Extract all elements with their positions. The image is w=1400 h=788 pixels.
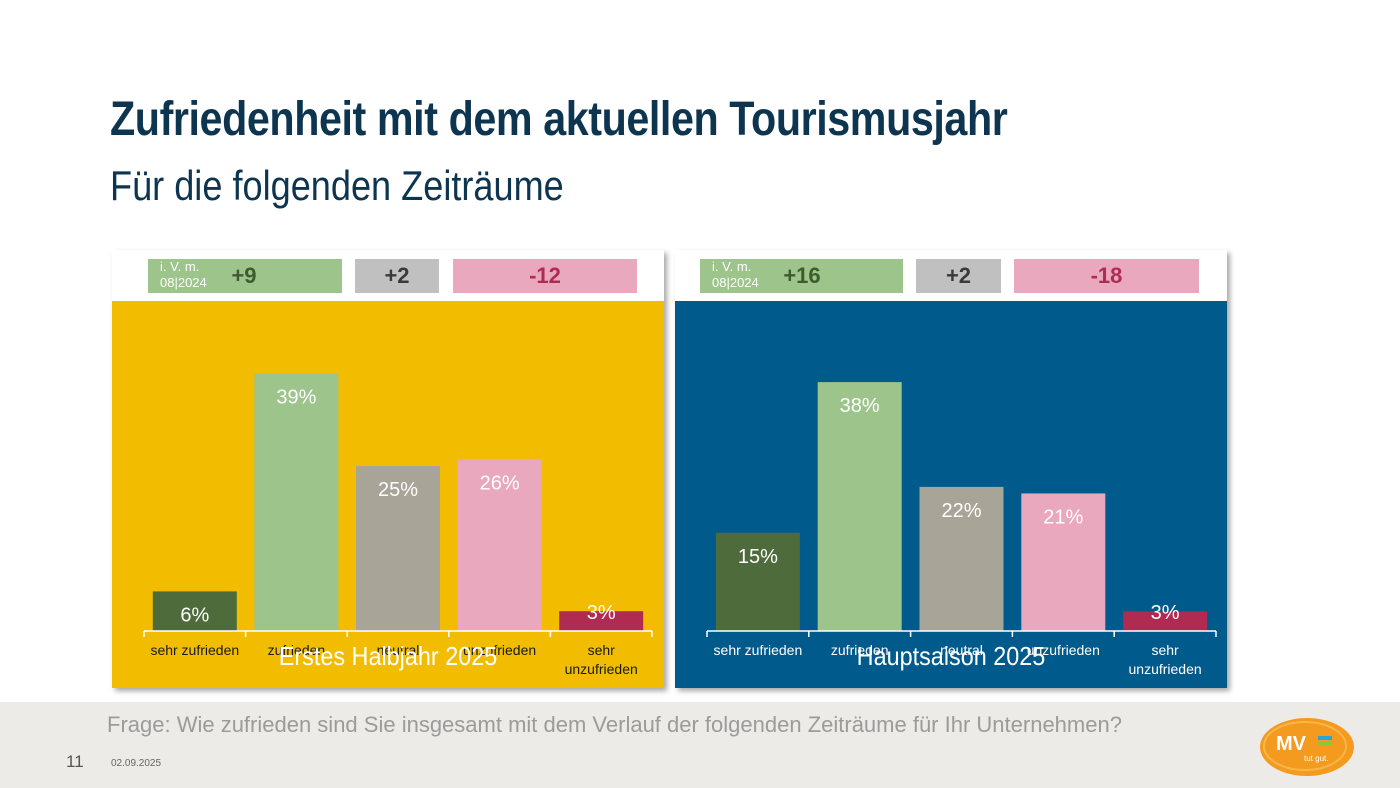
page-title: Zufriedenheit mit dem aktuellen Tourismu…: [110, 93, 1008, 146]
data-label: 3%: [587, 602, 616, 624]
comparison-label: i. V. m. 08|2024: [712, 259, 782, 291]
comparison-bar: i. V. m. 08|2024 +16 +2 -18: [675, 250, 1227, 301]
comparison-label-line1: i. V. m.: [712, 259, 752, 274]
delta-negative-box: -18: [1014, 259, 1199, 293]
logo-main-text: MV: [1276, 733, 1307, 755]
bar-sehr-unzufrieden: [1123, 611, 1208, 631]
chart-body: 6% 39% 25% 26% 3% sehr zufrieden zufrieden neut…: [112, 301, 664, 688]
logo-badge: [1260, 718, 1354, 776]
delta-neutral-box: +2: [916, 259, 1001, 293]
bar-sehr-unzufrieden: [559, 611, 644, 631]
category-label: unzufrieden: [1027, 642, 1100, 658]
chart-panel-hauptsaison: i. V. m. 08|2024 +16 +2 -18 15% 38% 22% 21%…: [675, 250, 1227, 688]
delta-neutral-value: +2: [945, 263, 972, 288]
delta-negative-box: -12: [453, 259, 637, 293]
bar-zufrieden: [254, 373, 339, 631]
delta-negative-value: -12: [529, 263, 561, 288]
bar-neutral: [919, 486, 1004, 631]
slide-date: 02.09.2025: [111, 758, 162, 769]
data-label: 26%: [480, 472, 520, 494]
comparison-label-line2: 08|2024: [712, 275, 759, 290]
category-label: zufrieden: [268, 642, 326, 658]
category-label: sehr: [1151, 642, 1179, 658]
logo-stripe-green: [1318, 741, 1332, 745]
bar-sehr-zufrieden: [715, 532, 800, 631]
comparison-label-line1: i. V. m.: [160, 259, 200, 274]
bar-chart-hauptsaison: 15% 38% 22% 21% 3% sehr zufrieden zufrieden neu…: [706, 382, 1217, 677]
category-label: sehr: [588, 642, 616, 658]
delta-neutral-value: +2: [384, 263, 410, 288]
bar-sehr-zufrieden: [152, 591, 237, 631]
bar-unzufrieden: [1021, 493, 1106, 631]
bar-neutral: [356, 466, 440, 631]
comparison-label: i. V. m. 08|2024: [160, 259, 230, 291]
chart-title: Erstes Halbjahr 2025: [278, 641, 498, 671]
data-label: 6%: [180, 604, 209, 626]
survey-question: Frage: Wie zufrieden sind Sie insgesamt …: [107, 712, 1122, 737]
bar-unzufrieden: [457, 459, 542, 631]
page-subtitle: Für die folgenden Zeiträume: [110, 162, 564, 209]
delta-positive-value: +16: [783, 263, 821, 288]
data-label: 15%: [738, 546, 778, 568]
logo-stripe-blue: [1318, 736, 1332, 740]
delta-positive-value: +9: [231, 263, 257, 288]
category-label: unzufrieden: [565, 661, 638, 677]
data-label: 21%: [1043, 506, 1083, 528]
chart-panel-erstes-halbjahr: i. V. m. 08|2024 +9 +2 -12 6% 39% 25% 26% 3%…: [112, 250, 664, 688]
data-label: 39%: [276, 387, 316, 409]
delta-negative-value: -18: [1090, 263, 1123, 288]
category-label: zufrieden: [831, 642, 889, 658]
bar-chart-erstes-halbjahr: 6% 39% 25% 26% 3% sehr zufrieden zufrieden neut…: [143, 373, 653, 677]
footer-band: [0, 702, 1400, 788]
chart-title: Hauptsaison 2025: [856, 641, 1046, 671]
category-label: sehr zufrieden: [150, 642, 239, 658]
category-label: unzufrieden: [1129, 661, 1202, 677]
category-label: unzufrieden: [463, 642, 536, 658]
category-label: sehr zufrieden: [714, 642, 803, 658]
logo-tagline: tut gut.: [1304, 754, 1328, 763]
data-label: 25%: [378, 479, 418, 501]
page-number: 11: [66, 752, 84, 771]
comparison-label-line2: 08|2024: [160, 275, 207, 290]
comparison-bar: i. V. m. 08|2024 +9 +2 -12: [112, 250, 664, 301]
bar-zufrieden: [817, 382, 902, 631]
data-label: 22%: [941, 500, 981, 522]
category-label: neutral: [940, 642, 983, 658]
delta-positive-box: i. V. m. 08|2024 +9: [148, 259, 342, 293]
delta-neutral-box: +2: [355, 259, 439, 293]
mv-tut-gut-logo: MV tut gut.: [1260, 718, 1354, 776]
delta-positive-box: i. V. m. 08|2024 +16: [700, 259, 903, 293]
data-label: 38%: [840, 395, 880, 417]
chart-body: 15% 38% 22% 21% 3% sehr zufrieden zufrieden neu…: [675, 301, 1227, 688]
logo-ring: [1263, 721, 1347, 771]
category-label: neutral: [377, 642, 420, 658]
data-label: 3%: [1151, 602, 1180, 624]
